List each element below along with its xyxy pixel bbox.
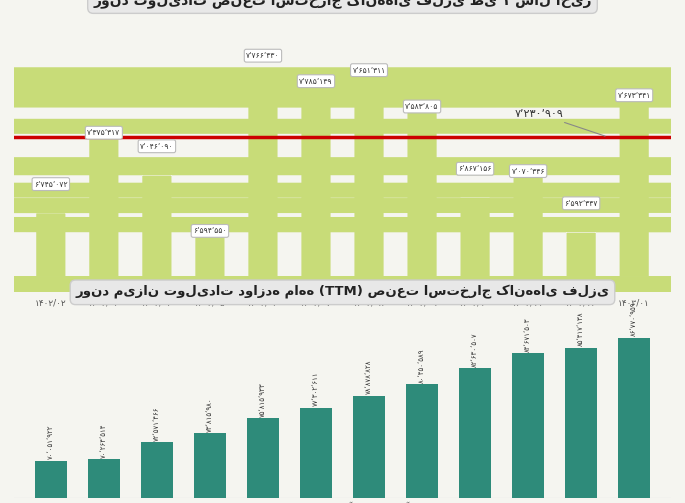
FancyBboxPatch shape	[88, 459, 120, 498]
Title: روند تولیدات صنعت استخراج کانه‌های فلزی طی ۱ سال اخیر: روند تولیدات صنعت استخراج کانه‌های فلزی …	[93, 0, 592, 8]
FancyBboxPatch shape	[0, 157, 685, 292]
FancyBboxPatch shape	[247, 418, 279, 498]
FancyBboxPatch shape	[0, 84, 685, 292]
Text: ۷٬۷۶۶٬۴۳۰: ۷٬۷۶۶٬۴۳۰	[246, 51, 279, 60]
FancyBboxPatch shape	[0, 93, 685, 292]
Text: ۷۸٬۸۷۸٬۸۲۸: ۷۸٬۸۷۸٬۸۲۸	[366, 360, 372, 394]
FancyBboxPatch shape	[565, 348, 597, 498]
FancyBboxPatch shape	[459, 368, 491, 498]
Text: ۷٬۰۴۶٬۰۹۰: ۷٬۰۴۶٬۰۹۰	[140, 142, 174, 151]
FancyBboxPatch shape	[353, 396, 385, 498]
FancyBboxPatch shape	[0, 183, 685, 292]
Text: ۷٬۶۵۱٬۳۱۱: ۷٬۶۵۱٬۳۱۱	[353, 66, 386, 74]
FancyBboxPatch shape	[0, 217, 685, 292]
FancyBboxPatch shape	[619, 338, 650, 498]
FancyBboxPatch shape	[512, 353, 544, 498]
Text: ۷٬۵۸۳٬۸۰۵: ۷٬۵۸۳٬۸۰۵	[406, 102, 439, 111]
Text: ۷٬۷۸۵٬۱۴۹: ۷٬۷۸۵٬۱۴۹	[299, 76, 333, 86]
Legend: میزان تولید صنعت, میانگین ساده: میزان تولید صنعت, میانگین ساده	[214, 372, 471, 392]
Text: ۷۰٬۲۶۴٬۵۱۴: ۷۰٬۲۶۴٬۵۱۴	[101, 424, 107, 458]
Text: ۸۰٬۴۵۰٬۵۸۹: ۸۰٬۴۵۰٬۵۸۹	[419, 349, 425, 383]
FancyBboxPatch shape	[0, 217, 685, 292]
FancyBboxPatch shape	[0, 198, 685, 292]
Text: ۸۶٬۷۷۰٬۹۵۹: ۸۶٬۷۷۰٬۹۵۹	[631, 302, 637, 337]
FancyBboxPatch shape	[300, 407, 332, 498]
FancyBboxPatch shape	[406, 384, 438, 498]
FancyBboxPatch shape	[0, 160, 685, 292]
Text: ۷۲٬۵۷۱٬۴۶۶: ۷۲٬۵۷۱٬۴۶۶	[154, 406, 160, 441]
Text: ۷٬۳۷۵٬۳۱۷: ۷٬۳۷۵٬۳۱۷	[87, 128, 121, 137]
FancyBboxPatch shape	[35, 461, 66, 498]
Text: ۸۲٬۶۳۰٬۵۰۷: ۸۲٬۶۳۰٬۵۰۷	[472, 332, 478, 367]
Text: ۷٬۲۳۰٬۹۰۹: ۷٬۲۳۰٬۹۰۹	[514, 109, 605, 136]
FancyBboxPatch shape	[194, 433, 226, 498]
Text: ۸۵٬۴۱۷٬۱۳۸: ۸۵٬۴۱۷٬۱۳۸	[578, 312, 584, 347]
FancyBboxPatch shape	[0, 67, 685, 292]
FancyBboxPatch shape	[141, 442, 173, 498]
Text: ۶٬۸۶۷٬۱۵۶: ۶٬۸۶۷٬۱۵۶	[458, 164, 492, 173]
Text: ۷۷٬۳۰۲٬۶۱۱: ۷۷٬۳۰۲٬۶۱۱	[313, 371, 319, 406]
Text: ۷۰٬۰۵۱٬۹۲۲: ۷۰٬۰۵۱٬۹۲۲	[48, 425, 54, 459]
Text: ۷۵٬۸۱۵٬۹۳۳: ۷۵٬۸۱۵٬۹۳۳	[260, 382, 266, 417]
Title: روند میزان تولیدات دوازده ماهه (TTM) صنعت استخراج کانه‌های فلزی: روند میزان تولیدات دوازده ماهه (TTM) صنع…	[75, 285, 610, 299]
FancyBboxPatch shape	[0, 81, 685, 292]
Text: ۷٬۰۷۰٬۳۴۶: ۷٬۰۷۰٬۳۴۶	[512, 166, 545, 176]
Text: ۸۴٬۶۷۱٬۵۰۳: ۸۴٬۶۷۱٬۵۰۳	[525, 317, 531, 352]
FancyBboxPatch shape	[0, 69, 685, 292]
Text: ۶٬۵۹۴٬۵۵۰: ۶٬۵۹۴٬۵۵۰	[193, 226, 227, 235]
Text: ۶٬۷۴۵٬۰۷۲: ۶٬۷۴۵٬۰۷۲	[34, 180, 68, 189]
Text: ۶٬۵۹۲٬۳۴۷: ۶٬۵۹۲٬۳۴۷	[564, 199, 598, 208]
Text: ۷۳٬۸۱۵٬۹۸۰: ۷۳٬۸۱۵٬۹۸۰	[207, 397, 213, 432]
Text: ۷٬۶۷۳٬۳۴۱: ۷٬۶۷۳٬۳۴۱	[618, 91, 651, 100]
FancyBboxPatch shape	[0, 119, 685, 292]
